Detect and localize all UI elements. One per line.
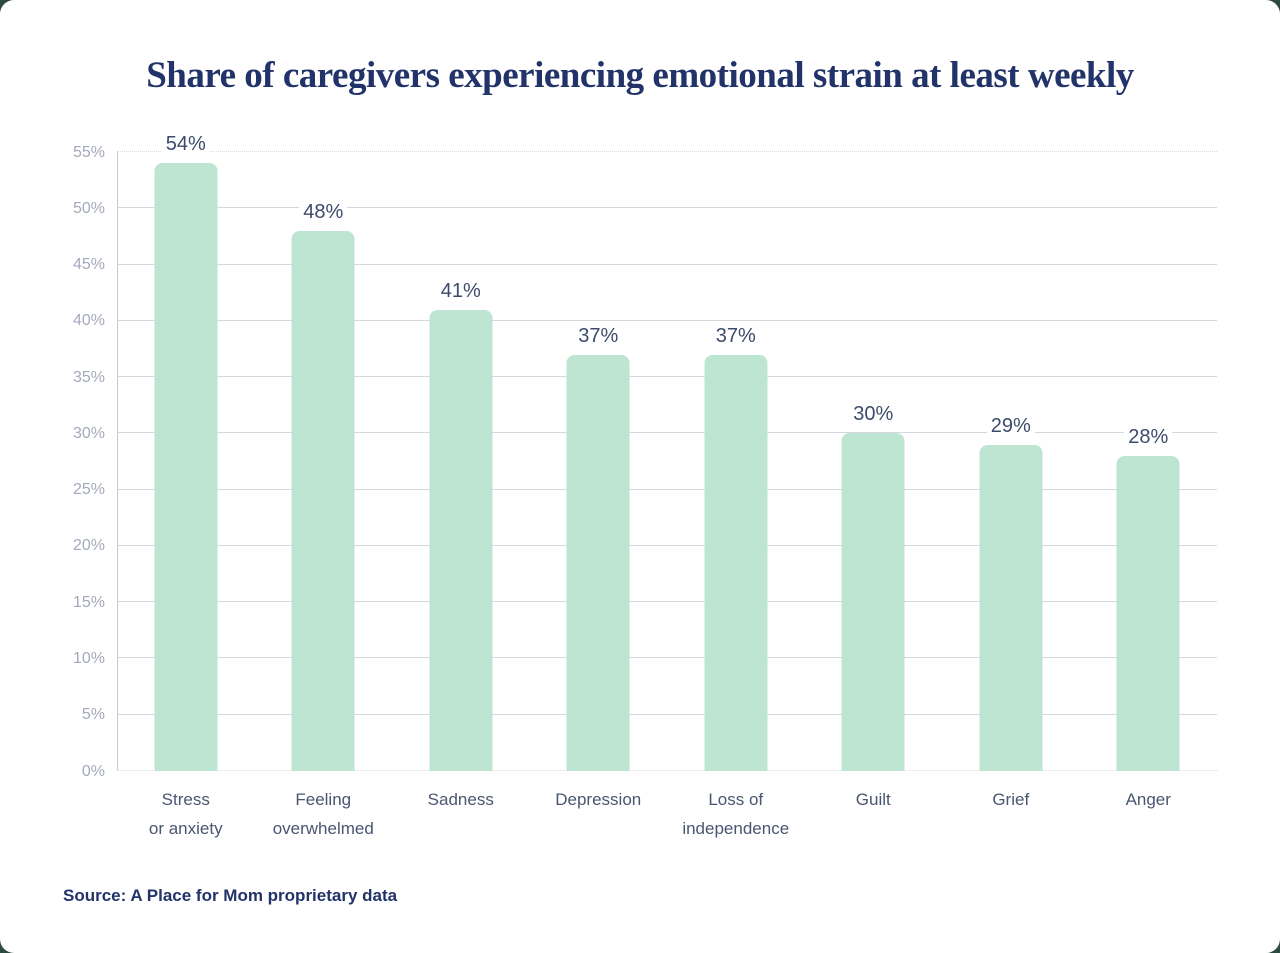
x-category-label-line: Guilt (855, 790, 891, 809)
gridline-40% (117, 319, 1217, 321)
x-category-label-line: Depression (555, 790, 642, 809)
bar-value-label: 29% (986, 414, 1035, 438)
y-tick-label: 15% (72, 593, 105, 611)
x-category-label-line: Anger (1125, 790, 1171, 809)
y-tick-label: 55% (72, 143, 105, 161)
x-category-label: Depression (530, 785, 668, 814)
bar-sadness (429, 309, 493, 771)
bar-slot: 37% Depression (530, 152, 668, 809)
y-tick-label: 50% (72, 199, 105, 217)
y-axis-line (117, 152, 118, 771)
x-category-label: Stress or anxiety (117, 785, 255, 843)
bar-value-label: 54% (161, 133, 210, 157)
bar-feeling-overwhelmed (291, 230, 355, 771)
gridline-55% (117, 151, 1217, 152)
bar-value-label: 37% (711, 324, 760, 348)
bar-chart-plot-area: 0% 5% 10% 15% 20% 25% 30% 35% 40% 45% 50% 55% 54% Str… (73, 133, 1218, 838)
x-category-label-line: Grief (992, 790, 1030, 809)
bar-stress-or-anxiety (154, 163, 218, 771)
bar-guilt (841, 433, 905, 771)
x-category-label-line: Sadness (427, 790, 494, 809)
x-category-label: Feeling overwhelmed (255, 785, 393, 843)
y-tick-label: 20% (72, 537, 105, 555)
y-tick-label: 5% (81, 706, 105, 724)
y-tick-label: 0% (81, 762, 105, 780)
y-tick-label: 40% (72, 312, 105, 330)
gridline-5% (117, 713, 1217, 715)
gridline-15% (117, 601, 1217, 603)
bar-slot: 28% Anger (1080, 152, 1218, 809)
gridline-10% (117, 657, 1217, 659)
x-category-label: Guilt (805, 785, 943, 814)
bar-grief (979, 444, 1043, 771)
bar-slot: 54% Stress or anxiety (117, 133, 255, 838)
chart-title: Share of caregivers experiencing emotion… (146, 55, 1134, 96)
bar-value-label: 48% (299, 200, 348, 224)
gridline-25% (117, 488, 1217, 490)
bar-value-label: 41% (436, 279, 485, 303)
bar-slot: 29% Grief (942, 152, 1080, 809)
bar-anger (1116, 455, 1180, 771)
source-note: Source: A Place for Mom proprietary data (63, 886, 398, 905)
y-tick-label: 25% (72, 481, 105, 499)
gridline-30% (117, 432, 1217, 434)
x-category-label: Anger (1080, 785, 1218, 814)
bar-depression (566, 354, 630, 771)
y-tick-label: 45% (72, 256, 105, 274)
y-tick-label: 35% (72, 368, 105, 386)
gridline-20% (117, 544, 1217, 546)
x-category-label-line: Feeling (295, 790, 352, 809)
gridline-45% (117, 263, 1217, 265)
bar-value-label: 37% (574, 324, 623, 348)
y-tick-label: 10% (72, 649, 105, 667)
bar-slot: 30% Guilt (805, 152, 943, 809)
x-category-label: Grief (942, 785, 1080, 814)
bar-slot: 41% Sadness (392, 152, 530, 809)
x-category-label-line: Loss of (708, 790, 764, 809)
x-category-label-line: independence (682, 819, 790, 838)
gridline-0% (117, 770, 1217, 771)
bar-value-label: 28% (1124, 425, 1173, 449)
bar-slot: 37% Loss of independence (667, 152, 805, 838)
x-category-label: Sadness (392, 785, 530, 814)
y-tick-label: 30% (72, 424, 105, 442)
x-category-label-line: overwhelmed (272, 819, 374, 838)
x-category-label-line: or anxiety (148, 819, 223, 838)
gridline-50% (117, 207, 1217, 209)
x-category-label-line: Stress (161, 790, 210, 809)
gridline-35% (117, 376, 1217, 378)
bar-loss-of-independence (704, 354, 768, 771)
bar-slot: 48% Feeling overwhelmed (255, 152, 393, 838)
bar-value-label: 30% (849, 403, 898, 427)
x-category-label: Loss of independence (667, 785, 805, 843)
